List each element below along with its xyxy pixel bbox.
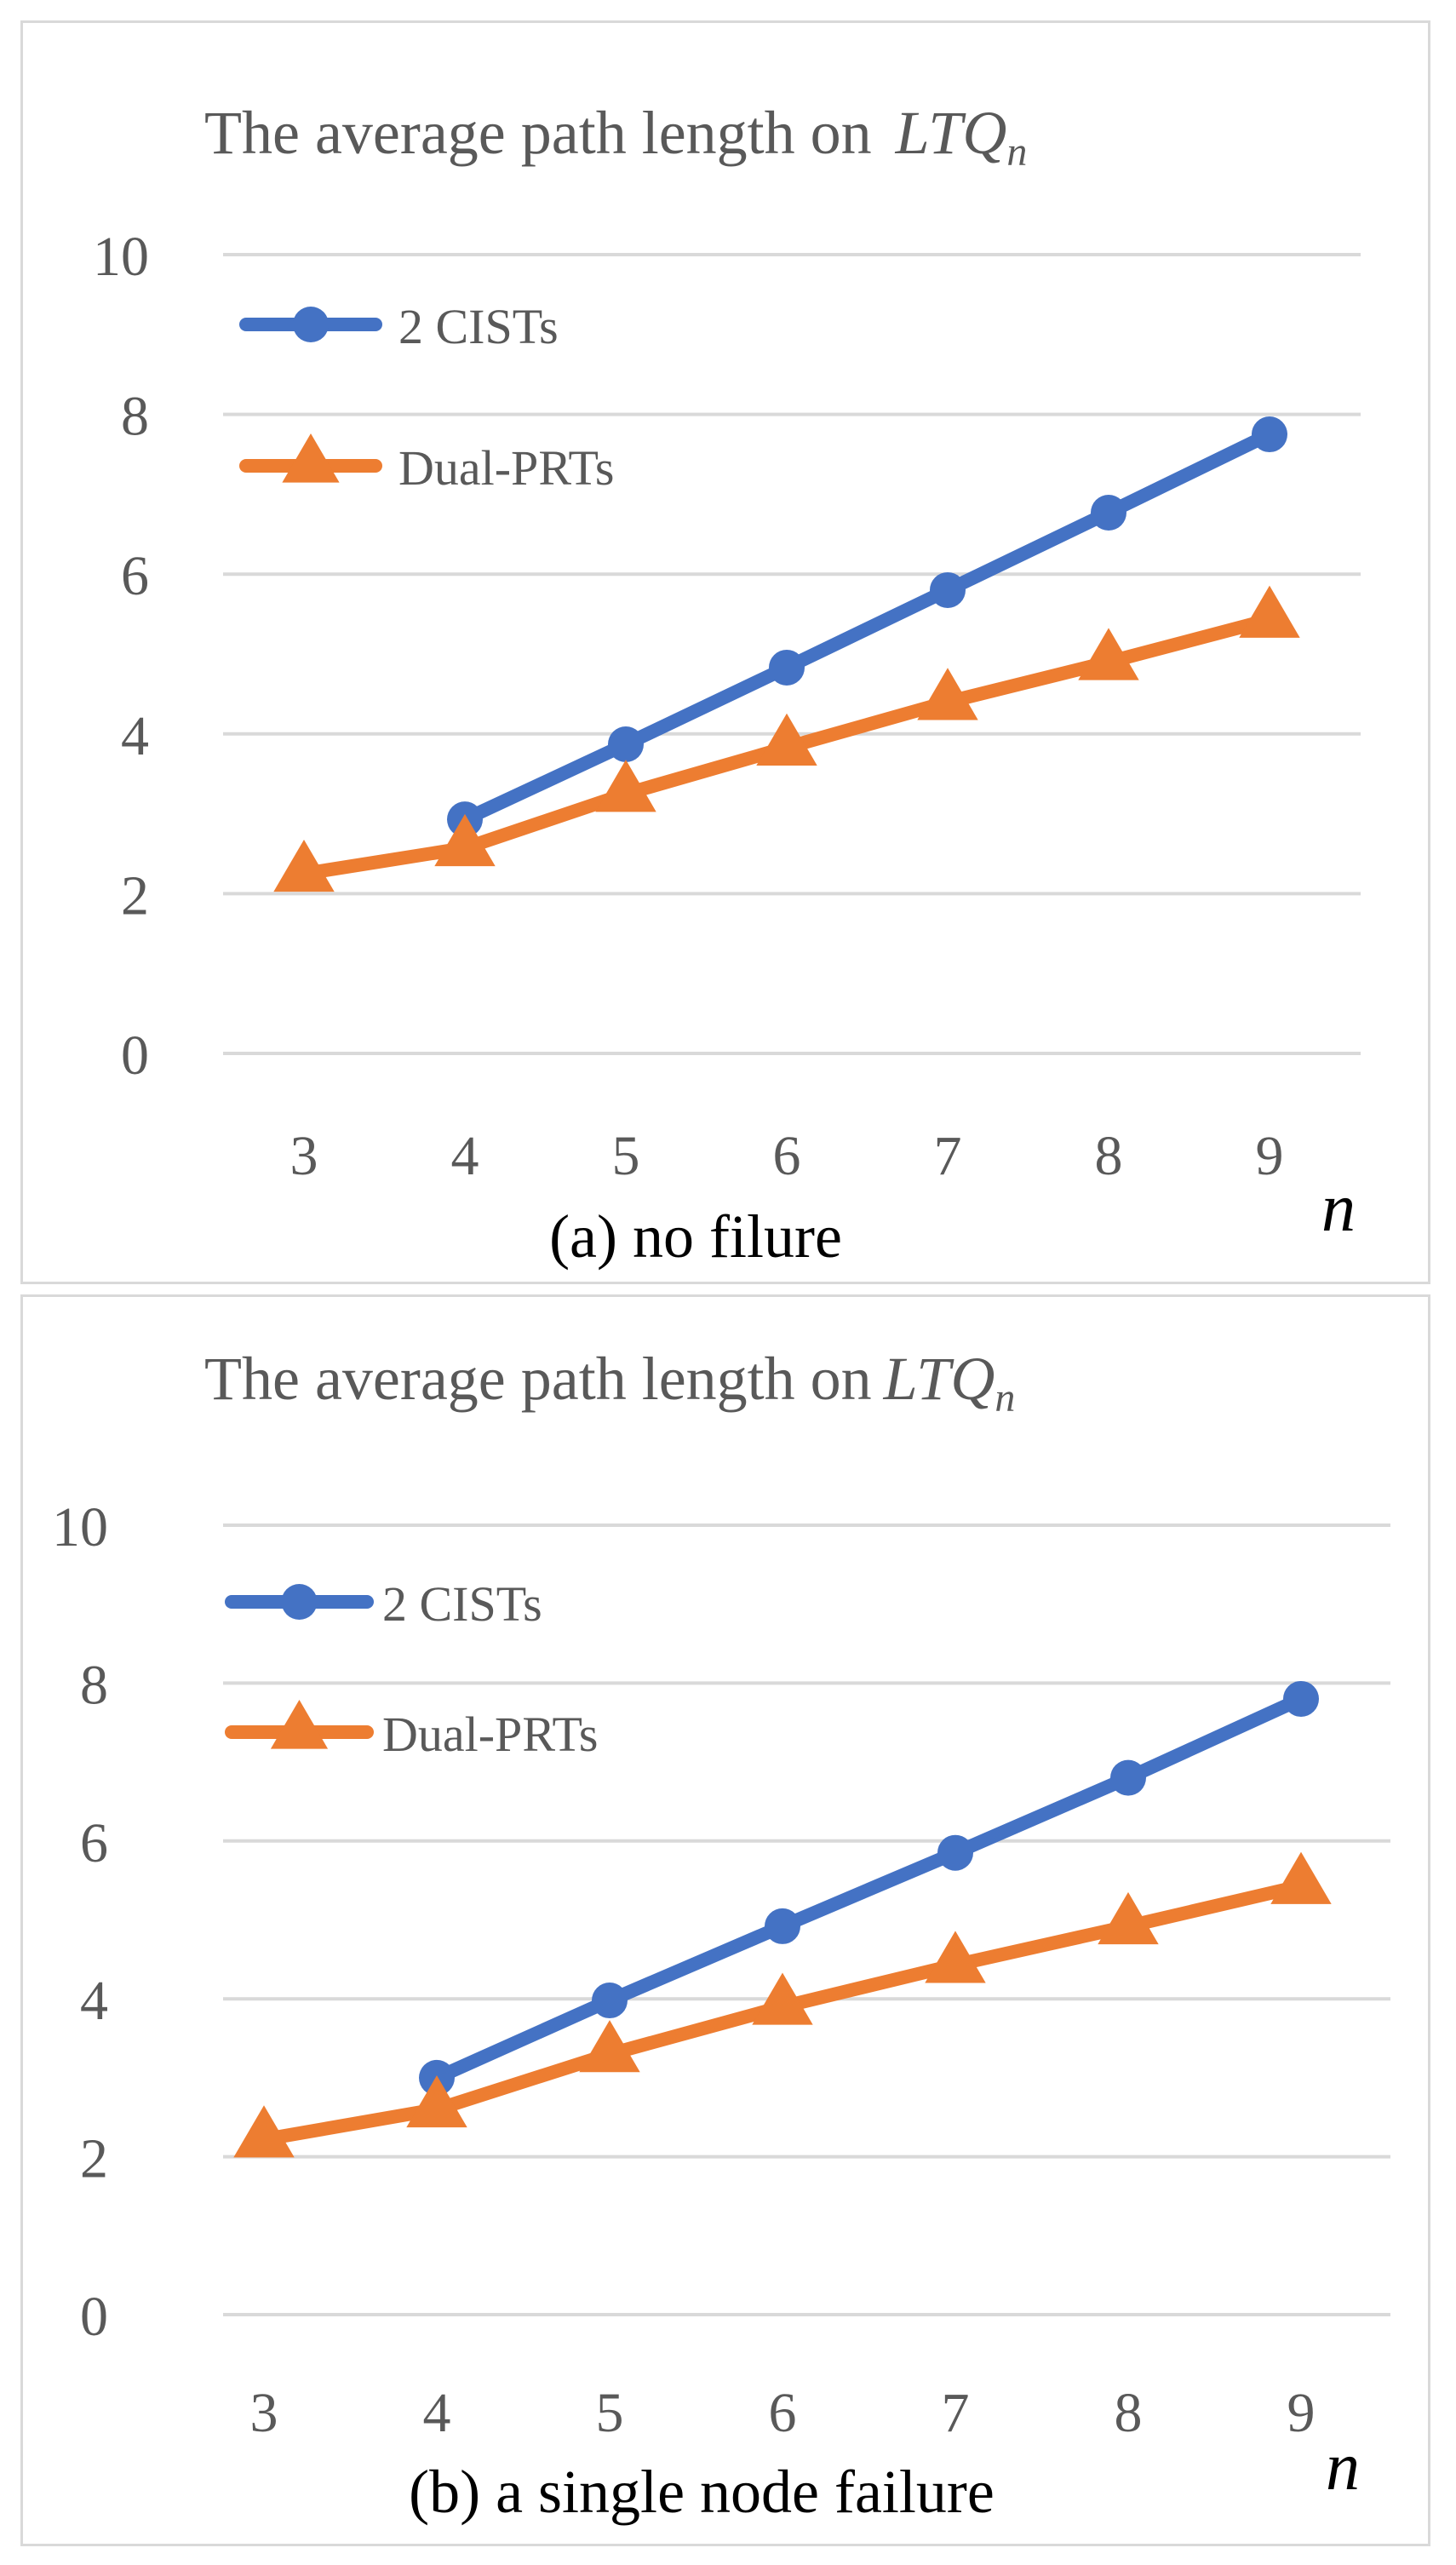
data-point-circle <box>937 1834 973 1871</box>
x-axis-label: n <box>1321 1171 1356 1246</box>
data-point-circle <box>1283 1680 1319 1717</box>
y-tick-label: 0 <box>121 1024 149 1087</box>
data-point-circle <box>930 571 966 608</box>
y-tick-label: 8 <box>121 386 149 448</box>
legend-label: Dual-PRTs <box>382 1707 598 1762</box>
chart-title-italic: LTQ <box>883 1345 995 1413</box>
data-point-triangle <box>1078 628 1139 680</box>
x-tick-label: 7 <box>942 2382 970 2444</box>
x-tick-label: 3 <box>290 1125 318 1187</box>
data-point-triangle <box>1098 1891 1159 1945</box>
x-axis-label: n <box>1326 2430 1360 2505</box>
chart-title: The average path length on LTQn <box>204 1345 1015 1420</box>
legend-label: Dual-PRTs <box>398 440 614 496</box>
y-tick-label: 2 <box>80 2128 108 2190</box>
x-tick-label: 9 <box>1256 1125 1284 1187</box>
series-line-0 <box>430 1691 1308 2085</box>
chart-panel-b: The average path length on LTQn 0 2 4 6 8 10 3 4 5… <box>20 1294 1430 2546</box>
data-point-circle <box>1110 1759 1146 1796</box>
data-point-triangle <box>756 713 817 766</box>
data-point-triangle <box>595 760 656 812</box>
legend-label: 2 CISTs <box>382 1576 542 1632</box>
y-tick-label: 0 <box>80 2286 108 2348</box>
data-point-circle <box>1252 416 1287 453</box>
x-tick-label: 6 <box>773 1125 801 1187</box>
x-tick-label: 7 <box>934 1125 962 1187</box>
data-point-triangle <box>917 668 978 720</box>
data-point-circle <box>608 726 644 762</box>
legend-marker-triangle <box>282 433 340 483</box>
data-point-triangle <box>752 1972 813 2025</box>
data-point-circle <box>769 649 805 686</box>
data-point-triangle <box>1239 585 1300 638</box>
chart-caption: (b) a single node failure <box>409 2458 995 2526</box>
data-point-triangle <box>434 813 496 867</box>
x-tick-label: 4 <box>451 1125 479 1187</box>
y-tick-label: 8 <box>80 1654 108 1716</box>
y-tick-label: 6 <box>80 1812 108 1874</box>
chart-panel-a: The average path length on LTQn 0 2 4 6 8 10 3 4 5… <box>20 20 1430 1284</box>
x-tick-label: 4 <box>423 2382 451 2444</box>
y-tick-label: 10 <box>52 1496 108 1558</box>
data-point-triangle <box>406 2074 467 2128</box>
data-point-triangle <box>273 839 335 892</box>
chart-title-text: The average path length on <box>204 99 872 167</box>
x-tick-label: 8 <box>1115 2382 1143 2444</box>
x-tick-label: 5 <box>596 2382 624 2444</box>
data-point-circle <box>765 1908 800 1944</box>
legend-marker-triangle <box>270 1700 329 1749</box>
y-tick-label: 4 <box>80 1970 108 2032</box>
data-point-triangle <box>233 2105 295 2158</box>
chart-title-subscript: n <box>995 1375 1015 1420</box>
series-line-0 <box>458 428 1276 827</box>
data-point-triangle <box>925 1931 986 1983</box>
chart-title-italic: LTQ <box>895 99 1007 167</box>
x-tick-label: 6 <box>769 2382 797 2444</box>
y-tick-label: 4 <box>121 705 149 767</box>
data-point-circle <box>1091 494 1126 531</box>
x-tick-label: 5 <box>612 1125 640 1187</box>
x-tick-label: 3 <box>250 2382 278 2444</box>
y-tick-label: 2 <box>121 864 149 927</box>
chart-caption: (a) no filure <box>549 1202 842 1271</box>
x-tick-label: 9 <box>1287 2382 1316 2444</box>
y-tick-label: 6 <box>121 545 149 607</box>
legend-label: 2 CISTs <box>398 299 559 354</box>
chart-title-subscript: n <box>1006 129 1027 175</box>
legend-marker-circle <box>293 307 329 342</box>
y-tick-label: 10 <box>93 226 149 288</box>
data-point-triangle <box>1270 1851 1332 1904</box>
chart-title: The average path length on LTQn <box>204 99 1027 175</box>
chart-title-text: The average path length on <box>204 1345 872 1413</box>
data-point-triangle <box>579 2020 640 2073</box>
data-point-circle <box>592 1983 628 2019</box>
legend-marker-circle <box>281 1584 318 1620</box>
x-tick-label: 8 <box>1095 1125 1123 1187</box>
